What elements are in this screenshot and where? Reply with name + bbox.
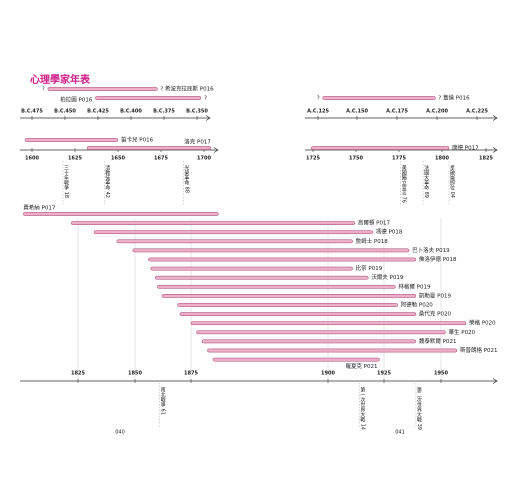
axis-arrow xyxy=(492,115,498,121)
lifespan-bar xyxy=(154,275,369,280)
event-label: 清教徒革命 42 xyxy=(104,164,110,198)
lifespan-bar xyxy=(93,230,374,235)
tick-label: 1900 xyxy=(321,371,335,377)
person-label: ? 蓋倫 P016 xyxy=(438,94,470,102)
tick-label: 1850 xyxy=(128,371,142,377)
lifespan-bar xyxy=(190,321,467,326)
person-label: 凱勒曼 P019 xyxy=(419,291,452,299)
axis-arrow xyxy=(213,147,219,153)
uncertain-mark: ? xyxy=(317,96,320,102)
person-label: 康德 P017 xyxy=(452,144,479,152)
lifespan-bar xyxy=(212,357,380,362)
tick-label: 1700 xyxy=(197,156,211,162)
tick-label: B.C.375 xyxy=(153,109,175,115)
person-label: 榮格 P020 xyxy=(469,319,496,327)
axis-arrow xyxy=(492,147,498,153)
axis-arrow xyxy=(492,378,498,384)
title: 心理學家年表 xyxy=(30,73,91,86)
event-label: 第二次世界大戰 39 xyxy=(416,386,422,430)
event-label: 法國大革命 89 xyxy=(423,164,429,198)
lifespan-bar xyxy=(23,212,219,216)
tick-label: A.C.150 xyxy=(346,109,368,115)
lifespan-bar xyxy=(150,266,353,271)
event-label: 三十年戰爭 18 xyxy=(63,165,69,198)
event-label: 第一次世界大戰 14 xyxy=(359,386,365,430)
tick-label: 1600 xyxy=(25,156,39,162)
lifespan-bar xyxy=(196,330,446,335)
tick-label: 1625 xyxy=(68,156,82,162)
lifespan-bar xyxy=(47,87,158,91)
tick-label: B.C.400 xyxy=(120,109,142,115)
person-label: 巴卜洛夫 P019 xyxy=(412,246,450,254)
page-number: 040 xyxy=(115,430,125,436)
tick-label: A.C.225 xyxy=(466,109,488,115)
lifespan-bar xyxy=(311,146,450,150)
lifespan-bar xyxy=(177,303,398,307)
tick-label: 1800 xyxy=(435,156,449,162)
person-label: 魏泰默爾 P021 xyxy=(419,337,457,345)
lifespan-bar xyxy=(201,339,417,344)
tick-label: 1650 xyxy=(111,156,125,162)
tick-label: 1925 xyxy=(377,371,391,377)
tick-label: B.C.450 xyxy=(54,109,76,115)
person-label: 比奈 P019 xyxy=(356,264,383,272)
tick-label: 1825 xyxy=(479,156,493,162)
person-label: 林格爾 P019 xyxy=(398,282,431,290)
tick-label: B.C.475 xyxy=(21,109,43,115)
lifespan-bar xyxy=(179,312,417,316)
person-label: ? 希波克拉底斯 P016 xyxy=(160,85,214,93)
event-label: 光榮革命 88 xyxy=(183,164,189,193)
tick-label: A.C.200 xyxy=(426,109,448,115)
lifespan-bar xyxy=(322,96,436,100)
uncertain-mark: ? xyxy=(42,87,45,93)
tick-label: B.C.425 xyxy=(87,109,109,115)
lifespan-bar xyxy=(132,248,410,253)
person-label: 高爾頓 P017 xyxy=(358,219,391,227)
person-label: 華生 P020 xyxy=(449,328,476,336)
person-label: 佛洛伊德 P018 xyxy=(419,255,457,263)
tick-label: 1725 xyxy=(306,156,320,162)
person-label: 費希納 P017 xyxy=(23,204,56,212)
lifespan-bar xyxy=(86,146,212,150)
tick-label: 1950 xyxy=(434,371,448,377)
lifespan-bar xyxy=(157,284,396,289)
tick-label: A.C.125 xyxy=(307,109,329,115)
tick-label: 1750 xyxy=(349,156,363,162)
person-label: 柏拉圖 P016 xyxy=(60,96,93,104)
event-label: 拿破崙即位 04 xyxy=(449,164,455,198)
tick-label: 1775 xyxy=(392,156,406,162)
uncertain-mark: ? xyxy=(204,96,207,102)
lifespan-bar xyxy=(161,294,417,298)
lifespan-bar xyxy=(95,96,202,100)
event-label: 南北戰爭 61 xyxy=(160,386,166,415)
tick-label: 1875 xyxy=(184,371,198,377)
person-label: 阿德勒 P020 xyxy=(401,301,434,309)
lifespan-bar xyxy=(116,239,353,244)
lifespan-bar xyxy=(148,257,417,262)
person-label: 斯普朗格 P021 xyxy=(460,346,498,354)
tick-label: B.C.350 xyxy=(186,109,208,115)
tick-label: A.C.175 xyxy=(386,109,408,115)
event-label: 美國獨立宣言 76 xyxy=(401,164,407,203)
lifespan-bar xyxy=(24,138,119,142)
page-number: 041 xyxy=(395,430,405,436)
person-label: 羅夏克 P021 xyxy=(345,363,377,370)
tick-label: 1675 xyxy=(154,156,168,162)
person-label: 洛克 P017 xyxy=(184,138,211,146)
person-label: 笛卡兒 P016 xyxy=(121,136,154,144)
lifespan-bar xyxy=(70,221,356,225)
person-label: 馮德 P018 xyxy=(376,228,403,236)
person-label: 詹姆士 P018 xyxy=(356,237,389,245)
lifespan-bar xyxy=(207,348,458,353)
person-label: 沃爾夫 P019 xyxy=(371,273,404,281)
person-label: 桑代克 P020 xyxy=(419,310,452,318)
tick-label: 1825 xyxy=(71,371,85,377)
axis-arrow xyxy=(205,115,211,121)
